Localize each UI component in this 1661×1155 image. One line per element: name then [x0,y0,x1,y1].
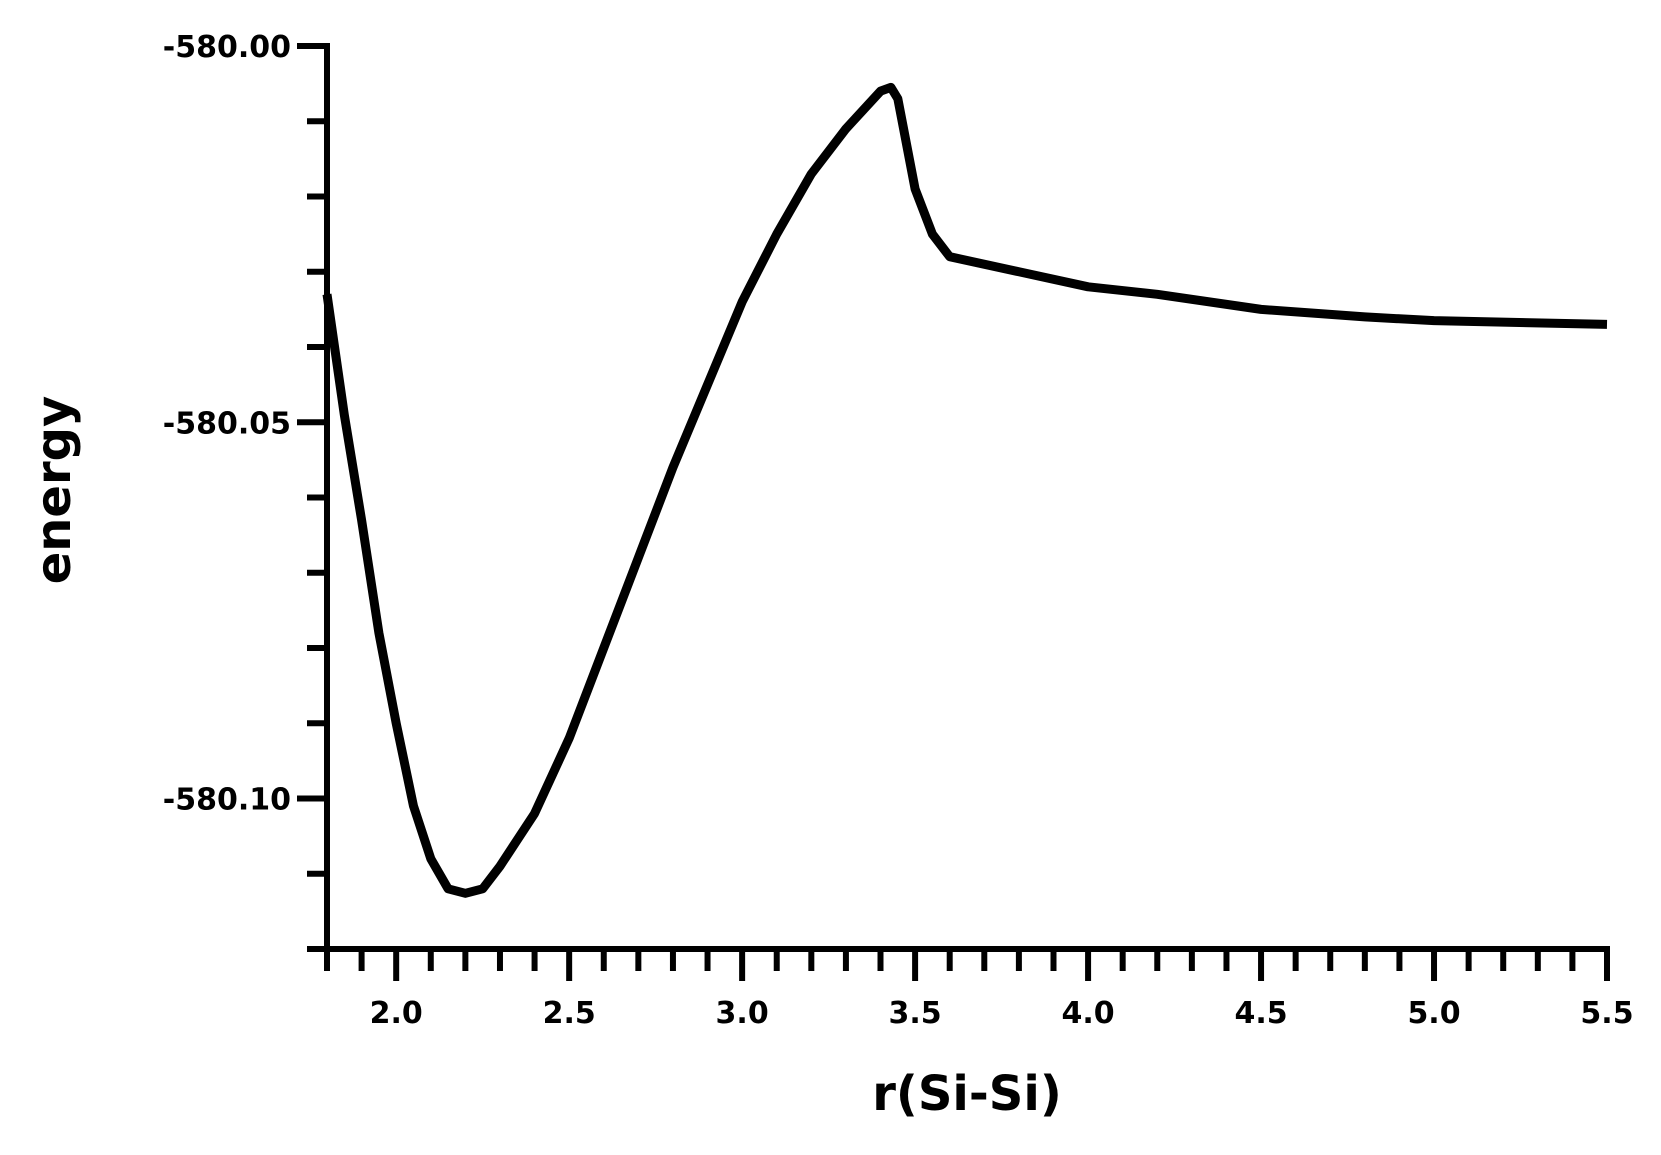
x-tick-label: 4.0 [1062,996,1115,1031]
x-tick-label: 3.5 [889,996,942,1031]
x-tick-label: 2.5 [543,996,596,1031]
x-axis-label: r(Si-Si) [872,1066,1062,1122]
x-tick-label: 2.0 [370,996,423,1031]
y-axis-label: energy [26,396,82,585]
x-tick-label: 4.5 [1234,996,1287,1031]
x-tick-label: 5.0 [1407,996,1460,1031]
y-tick-label: -580.10 [163,783,291,818]
x-tick-label: 5.5 [1580,996,1633,1031]
line [322,82,1608,898]
y-tick-label: -580.00 [163,30,291,65]
x-tick-label: 3.0 [716,996,769,1031]
y-tick-label: -580.05 [163,406,291,441]
